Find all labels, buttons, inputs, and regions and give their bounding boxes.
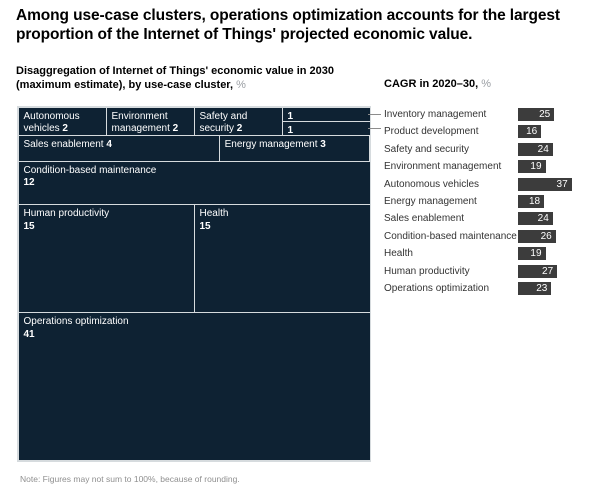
treemap-cell-label: Autonomous vehicles <box>23 110 80 135</box>
cagr-row-sales-enablement: Sales enablement 24 <box>384 211 584 226</box>
cagr-row-condition-based-maintenance: Condition-based maintenance 26 <box>384 229 584 244</box>
treemap-cell-value: 2 <box>172 123 179 134</box>
cagr-row-environment-management: Environment management 19 <box>384 159 584 174</box>
connector-line-inventory-management <box>368 114 381 115</box>
treemap-cell-label: Health <box>199 208 229 220</box>
cagr-row-inventory-management: Inventory management 25 <box>384 107 584 122</box>
treemap-cell-label: Sales enablement <box>23 139 104 151</box>
cagr-bar: 37 <box>518 177 572 191</box>
treemap-cell-value: 2 <box>62 123 68 134</box>
cagr-label: Health <box>384 248 413 260</box>
treemap-cell-label: Operations optimization <box>23 316 129 328</box>
cagr-label: Energy management <box>384 196 477 207</box>
cagr-row-human-productivity: Human productivity 27 <box>384 264 584 279</box>
cagr-row-autonomous-vehicles: Autonomous vehicles 37 <box>384 177 584 192</box>
cagr-row-product-development: Product development 16 <box>384 124 584 139</box>
treemap-chart: Autonomous vehicles 2 Environment managem… <box>17 106 371 462</box>
treemap-cell-value: 1 <box>287 110 294 121</box>
treemap-cell-operations-optimization: Operations optimization 41 <box>18 313 370 461</box>
cagr-bar-chart: Inventory management 25 Product developmen… <box>384 107 584 307</box>
treemap-cell-value: 41 <box>23 328 35 340</box>
cagr-label: Operations optimization <box>384 283 490 294</box>
footnote: Note: Figures may not sum to 100%, becau… <box>20 474 240 484</box>
cagr-label: Human productivity <box>384 265 470 277</box>
treemap-cell-autonomous-vehicles: Autonomous vehicles 2 <box>18 107 106 136</box>
treemap-cell-value: 3 <box>320 139 326 151</box>
treemap-cell-label: Energy management <box>224 139 318 151</box>
figure-title: Among use-case clusters, operations opti… <box>16 7 560 43</box>
treemap-cell-value: 12 <box>23 177 35 189</box>
treemap-cell-label: Condition-based maintenance <box>23 164 157 176</box>
treemap-cell-label: Safety and security <box>199 110 248 135</box>
cagr-bar: 18 <box>518 195 545 208</box>
cagr-label: Product development <box>384 126 479 138</box>
cagr-bar: 16 <box>518 125 542 139</box>
treemap-cell-energy-management: Energy management 3 <box>219 136 370 161</box>
cagr-bar: 19 <box>518 247 546 261</box>
treemap-cell-value: 4 <box>106 139 112 151</box>
chart-subtitle-line2: (maximum estimate), by use-case cluster,… <box>16 79 246 91</box>
cagr-label: Inventory management <box>384 109 487 120</box>
treemap-cell-safety-and-security: Safety and security 2 <box>194 107 282 136</box>
cagr-row-health: Health 19 <box>384 246 584 261</box>
treemap-cell-label: Human productivity <box>23 208 110 220</box>
percent-unit: % <box>236 79 246 91</box>
cagr-row-operations-optimization: Operations optimization 23 <box>384 281 584 296</box>
cagr-label: Environment management <box>384 161 502 173</box>
chart-subtitle-line1: Disaggregation of Internet of Things' ec… <box>16 65 335 77</box>
treemap-cell-product-development: 1 <box>282 121 370 136</box>
cagr-bar: 24 <box>518 142 553 156</box>
treemap-cell-value: 1 <box>287 124 294 136</box>
percent-unit: % <box>481 78 491 90</box>
cagr-bar: 24 <box>518 212 553 226</box>
treemap-cell-environment-management: Environment management 2 <box>106 107 194 136</box>
treemap-cell-value: 15 <box>23 220 35 232</box>
chart-subtitle: Disaggregation of Internet of Things' ec… <box>16 64 376 92</box>
treemap-cell-health: Health 15 <box>194 205 370 313</box>
treemap-cell-inventory-management: 1 <box>282 107 370 121</box>
treemap-cell-value: 2 <box>236 123 243 134</box>
cagr-row-safety-and-security: Safety and security 24 <box>384 142 584 157</box>
treemap-cell-condition-based-maintenance: Condition-based maintenance 12 <box>18 161 370 205</box>
treemap-cell-label: Environment management <box>111 110 170 135</box>
cagr-bar: 19 <box>518 160 546 174</box>
cagr-label: Safety and security <box>384 143 470 155</box>
cagr-row-energy-management: Energy management 18 <box>384 194 584 209</box>
cagr-bar: 23 <box>518 282 552 295</box>
cagr-column-header: CAGR in 2020–30, % <box>384 78 491 90</box>
treemap-cell-sales-enablement: Sales enablement 4 <box>18 136 219 161</box>
treemap-cell-value: 15 <box>199 220 211 232</box>
cagr-bar: 26 <box>518 229 556 243</box>
cagr-label: Autonomous vehicles <box>384 178 480 190</box>
cagr-label: Sales enablement <box>384 213 465 225</box>
cagr-bar: 25 <box>518 108 555 121</box>
cagr-bar: 27 <box>518 264 558 278</box>
treemap-cell-human-productivity: Human productivity 15 <box>18 205 194 313</box>
cagr-label: Condition-based maintenance <box>384 230 517 242</box>
connector-line-product-development <box>368 128 381 129</box>
